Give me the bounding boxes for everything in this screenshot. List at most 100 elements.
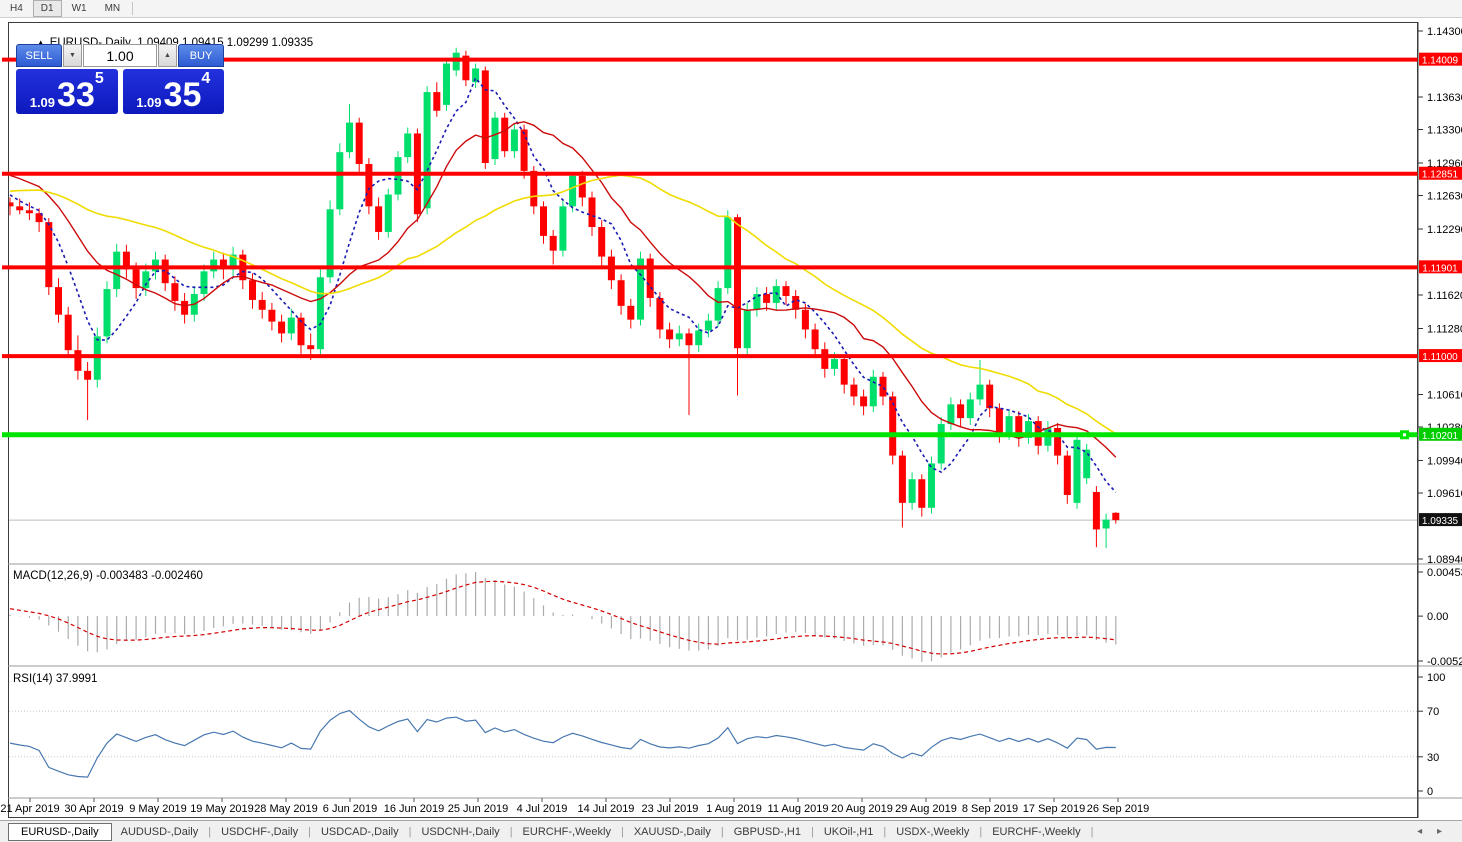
volume-increase-button[interactable]: ▲: [158, 44, 177, 67]
candle-body: [530, 170, 538, 207]
price-badge-label: 1.11000: [1422, 352, 1458, 363]
candle-body: [1073, 439, 1081, 503]
candle-body: [307, 345, 315, 350]
time-axis-label: 30 Apr 2019: [64, 803, 123, 815]
candle-body: [569, 175, 577, 207]
ma-slow-line[interactable]: [9, 174, 1117, 435]
volume-decrease-button[interactable]: ▼: [63, 44, 82, 67]
candle-body: [685, 333, 693, 346]
price-badge: [1419, 349, 1462, 363]
candle-body: [491, 117, 499, 160]
candle-body: [675, 333, 683, 340]
chart-tab-xauusd-daily[interactable]: XAUUSD-,Daily: [633, 825, 711, 838]
rsi-axis-label: 100: [1427, 672, 1445, 684]
tab-separator: |: [308, 825, 311, 838]
rsi-line[interactable]: [9, 709, 1116, 778]
price-axis[interactable]: 1.143001.136301.133001.129601.126301.122…: [1417, 22, 1462, 818]
candle-body: [1102, 519, 1110, 529]
tab-separator: |: [208, 825, 212, 838]
rsi-axis-label: 30: [1427, 752, 1439, 764]
candle-body: [821, 349, 829, 369]
chart-tab-gbpusd-h1[interactable]: GBPUSD-,H1: [733, 825, 801, 838]
candle-body: [1083, 449, 1091, 479]
time-axis-label: 29 Aug 2019: [895, 803, 957, 815]
sell-price-sup: 5: [94, 70, 104, 87]
macd-axis-label: 0.004536: [1427, 567, 1462, 579]
price-axis-label: 1.12630: [1427, 191, 1462, 203]
buy-button[interactable]: BUY: [178, 44, 224, 67]
chart-tab-usdcad-daily[interactable]: USDCAD-,Daily: [320, 825, 399, 838]
ma-mid-line[interactable]: [9, 121, 1117, 458]
candle-body: [860, 396, 868, 407]
chart-tab-eurchf-weekly[interactable]: EURCHF-,Weekly: [522, 825, 611, 838]
chart-tab-usdcnh-daily[interactable]: USDCNH-,Daily: [421, 825, 500, 838]
sell-button[interactable]: SELL: [16, 44, 62, 67]
candle-body: [122, 251, 130, 270]
chart-tab-audusd-daily[interactable]: AUDUSD-,Daily: [120, 825, 199, 838]
time-axis-label: 8 Sep 2019: [962, 803, 1018, 815]
time-axis-label: 9 May 2019: [129, 803, 186, 815]
spinner-down-icon: ▼: [69, 52, 76, 59]
candle-body: [957, 404, 965, 419]
volume-input[interactable]: [83, 44, 157, 67]
tab-scroll-arrows-icon[interactable]: ◂ ▸: [1417, 826, 1448, 837]
candle-body: [297, 317, 305, 346]
candle-body: [336, 152, 344, 210]
ma-fast-line[interactable]: [9, 76, 1117, 493]
candle-body: [161, 259, 169, 284]
candle-body: [976, 384, 984, 400]
candle-body: [355, 122, 363, 164]
chart-tab-ukoil-h1[interactable]: UKOil-,H1: [823, 825, 874, 838]
candle-body: [1092, 492, 1100, 530]
time-axis[interactable]: 21 Apr 2019 30 Apr 2019 9 May 2019 19 May 2…: [0, 798, 1149, 815]
candle-body: [869, 376, 877, 407]
price-panel: [9, 47, 1417, 549]
timeframe-button-d1[interactable]: D1: [32, 0, 62, 17]
chart-tab-eurchf-weekly[interactable]: EURCHF-,Weekly: [992, 825, 1081, 838]
candle-body: [889, 396, 897, 456]
price-badge-label: 1.14009: [1422, 56, 1459, 67]
candle-body: [1063, 455, 1071, 495]
collapse-triangle-icon[interactable]: ▲: [36, 38, 45, 47]
chart-tab-eurusd-daily[interactable]: EURUSD-,Daily: [8, 822, 112, 841]
candle-body: [64, 314, 72, 351]
chart-tab-usdchf-daily[interactable]: USDCHF-,Daily: [221, 825, 299, 838]
sell-price-button[interactable]: 1.09 33 5: [16, 69, 118, 114]
macd-signal-line[interactable]: [9, 580, 1116, 655]
time-axis-label: 19 May 2019: [190, 803, 254, 815]
candle-body: [734, 217, 741, 349]
candle-body: [772, 286, 780, 303]
candle-body: [947, 404, 955, 425]
time-axis-label: 1 Aug 2019: [706, 803, 762, 815]
candle-body: [753, 294, 761, 310]
macd-panel: [9, 572, 1117, 662]
one-click-trading-panel: SELL ▼ ▲ BUY 1.09 33 5 1.09 35 4: [16, 44, 224, 114]
candle-body: [646, 258, 654, 298]
buy-price-button[interactable]: 1.09 35 4: [122, 69, 224, 114]
tab-separator: |: [720, 825, 724, 838]
candle-body: [423, 92, 431, 209]
candle-body: [811, 329, 819, 350]
timeframe-button-mn[interactable]: MN: [104, 3, 121, 14]
price-axis-label: 1.14300: [1427, 26, 1462, 38]
chart-tab-usdx-weekly[interactable]: USDX-,Weekly: [896, 825, 970, 838]
candles-layer: [9, 47, 1120, 549]
candle-body: [666, 329, 674, 340]
timeframe-toolbar: H4 D1 W1 MN: [0, 0, 1462, 18]
time-axis-label: 14 Jul 2019: [578, 803, 635, 815]
time-axis-label: 23 Jul 2019: [642, 803, 699, 815]
candle-body: [278, 321, 286, 334]
buy-price-sup: 4: [201, 70, 211, 87]
candle-body: [200, 271, 208, 295]
candle-body: [617, 280, 625, 306]
candle-body: [501, 117, 509, 152]
candle-body: [258, 299, 266, 310]
candle-body: [598, 227, 606, 257]
sell-price-big: 33: [57, 76, 95, 114]
candle-body: [724, 217, 732, 289]
timeframe-button-w1[interactable]: W1: [71, 3, 87, 14]
timeframe-button-h4[interactable]: H4: [10, 3, 23, 14]
candle-body: [1025, 421, 1032, 438]
candle-body: [316, 277, 324, 350]
